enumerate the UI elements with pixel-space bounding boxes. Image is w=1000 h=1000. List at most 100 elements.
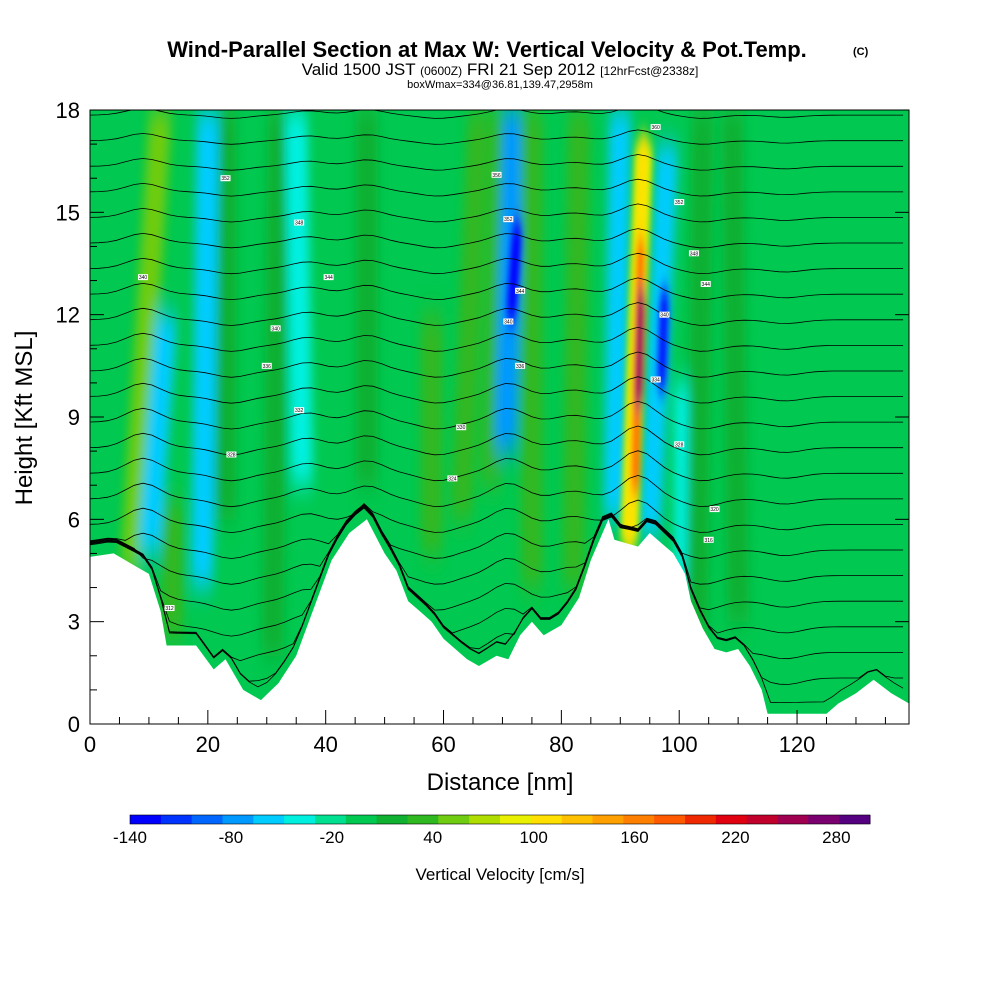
svg-text:328: 328 [227,453,236,459]
y-tick-label: 0 [68,712,80,737]
svg-text:340: 340 [271,326,280,332]
contour-label: 356 [491,171,502,179]
valid-utc: (0600Z) [420,64,462,78]
colorbar-swatch [777,815,809,824]
theta-contour [90,203,904,223]
terrain [90,519,909,724]
svg-text:356: 356 [492,173,501,179]
svg-text:352: 352 [504,217,513,223]
colorbar-swatch [654,815,686,824]
valid-date: FRI 21 Sep 2012 [467,60,596,79]
contour-label: 348 [688,250,699,257]
y-tick-label: 9 [68,405,80,430]
colorbar-swatch [592,815,624,824]
svg-text:332: 332 [295,408,304,414]
theta-contour [90,474,904,508]
colorbar-swatch [561,815,593,824]
contour-label: 328 [226,451,237,459]
colorbar-swatch [222,815,254,824]
contour-label: 320 [709,506,720,513]
theta-contour [90,507,904,703]
y-axis: 0 3 6 9 12 15 18 [56,98,909,737]
velocity-plume [520,110,543,588]
velocity-plume [562,110,591,588]
svg-text:340: 340 [504,319,513,325]
contour-label: 316 [703,536,714,544]
velocity-plume [355,110,378,486]
svg-text:352: 352 [221,176,230,182]
theta-contour [90,400,904,430]
svg-text:360: 360 [651,125,660,131]
svg-text:330: 330 [457,425,466,431]
forecast-label: [12hrFcst@2338z] [600,64,698,78]
colorbar: -140 -80 -20 40 100 160 220 280 [113,814,871,847]
theta-contour [90,505,904,637]
theta-contour [90,506,904,685]
y-axis-label: Height [Kft MSL] [11,331,38,506]
contour-label: 344 [323,274,334,281]
colorbar-tick-label: 220 [721,828,749,847]
y-tick-label: 15 [56,200,80,225]
contour-label: 336 [261,362,272,370]
x-tick-label: 20 [196,732,220,757]
contour-label: 324 [447,475,458,482]
svg-text:344: 344 [516,289,525,295]
theta-contour [90,228,904,249]
contour-label: 344 [700,280,711,288]
x-axis-label: Distance [nm] [427,769,574,796]
contour-label: 348 [294,219,305,227]
velocity-plume [721,110,750,622]
svg-text:320: 320 [710,507,719,513]
theta-contour [90,503,904,559]
velocity-plume [420,314,443,554]
colorbar-tick-label: -140 [113,828,147,847]
y-tick-label: 12 [56,303,80,328]
colorbar-frame [129,814,871,825]
theta-contour [90,302,904,326]
theta-contour [90,178,904,197]
theta-contour [90,154,904,171]
svg-text:316: 316 [704,538,713,544]
colorbar-tick-label: -80 [219,828,244,847]
svg-text:312: 312 [165,606,174,612]
svg-text:336: 336 [516,364,525,370]
svg-text:334: 334 [651,377,660,383]
colorbar-swatch [685,815,717,824]
theta-contour [90,110,904,119]
colorbar-swatch [160,815,193,824]
contour-label: 344 [515,287,526,295]
svg-text:340: 340 [660,313,669,319]
contour-label: 352 [503,216,514,223]
colorbar-tick-label: -20 [320,828,345,847]
x-tick-label: 120 [779,732,816,757]
velocity-core [509,219,520,325]
x-tick-label: 100 [661,732,698,757]
colorbar-swatch [715,815,748,824]
contour-label: 360 [650,124,661,131]
contour-label: 340 [503,318,514,325]
svg-text:336: 336 [263,364,272,370]
x-tick-label: 0 [84,732,96,757]
theta-contours [90,110,904,703]
velocity-plume [190,110,219,588]
theta-contour [90,499,904,534]
theta-contour [90,504,904,611]
x-tick-label: 60 [431,732,455,757]
contour-label: 336 [515,362,526,370]
valid-time: Valid 1500 JST [302,60,416,79]
y-tick-label: 6 [68,507,80,532]
colorbar-swatch [345,815,378,824]
velocity-plume [285,110,314,486]
colorbar-swatch [469,815,501,824]
x-axis: 0 20 40 60 80 100 120 [84,710,886,757]
velocity-plume [161,502,184,639]
contour-label: 332 [294,407,305,414]
theta-contour [90,376,904,404]
velocity-core [635,287,644,410]
velocity-plume [450,110,490,520]
colorbar-tick-label: 100 [519,828,547,847]
x-tick-label: 40 [313,732,337,757]
theta-contour [90,506,904,662]
svg-text:344: 344 [324,275,333,281]
